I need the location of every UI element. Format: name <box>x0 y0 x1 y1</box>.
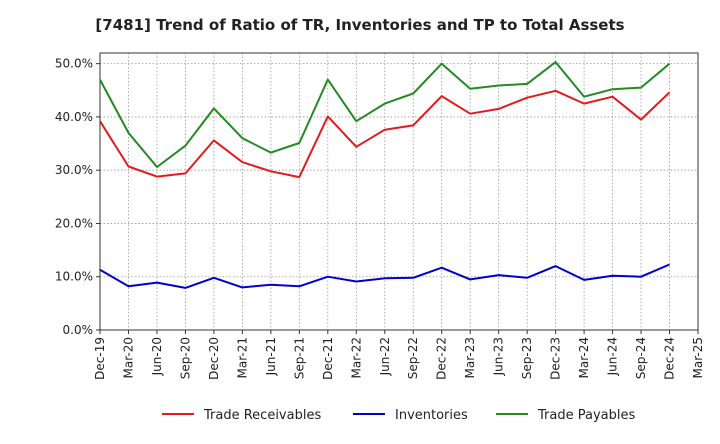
x-tick-label: Dec-21 <box>321 337 335 380</box>
x-tick-label: Mar-23 <box>463 337 477 378</box>
legend-label-3: Trade Payables <box>537 408 635 423</box>
x-tick-label: Dec-23 <box>549 337 563 380</box>
x-tick-label: Sep-23 <box>520 337 534 379</box>
grid-layer <box>99 53 699 331</box>
series-layer <box>99 61 671 289</box>
x-tick-label: Sep-20 <box>178 337 192 379</box>
series-line-2 <box>99 263 670 289</box>
x-tick-label: Dec-22 <box>435 337 449 380</box>
y-tick-label: 20.0% <box>55 216 93 230</box>
series-line-1 <box>99 89 671 179</box>
x-tick-label: Dec-19 <box>93 337 107 380</box>
y-tick-label: 40.0% <box>55 110 93 124</box>
x-tick-label: Mar-21 <box>235 337 249 378</box>
x-tick-label: Mar-20 <box>121 337 135 378</box>
x-tick-label: Dec-24 <box>663 337 677 380</box>
y-tick-label: 50.0% <box>55 57 93 71</box>
x-tick-label: Dec-20 <box>207 337 221 380</box>
plot-frame <box>99 52 699 331</box>
axis-layer: 0.0% 10.0% 20.0% 30.0% 40.0% 50.0% Dec-19 Mar-2… <box>55 52 705 380</box>
x-tick-label: Mar-24 <box>577 337 591 378</box>
x-tick-label: Jun-20 <box>150 337 164 376</box>
x-tick-label: Mar-25 <box>691 337 705 378</box>
x-tick-label: Sep-24 <box>634 337 648 379</box>
x-tick-label: Jun-24 <box>606 337 620 376</box>
chart-title: [7481] Trend of Ratio of TR, Inventories… <box>95 16 624 34</box>
x-tick-label: Sep-22 <box>406 337 420 379</box>
y-tick-label: 0.0% <box>63 323 94 337</box>
legend-label-2: Inventories <box>395 408 468 423</box>
x-tick-label: Jun-22 <box>378 337 392 376</box>
y-tick-label: 10.0% <box>55 270 93 284</box>
x-tick-label: Jun-21 <box>264 337 278 376</box>
x-tick-label: Sep-21 <box>292 337 306 379</box>
x-tick-label: Jun-23 <box>492 337 506 376</box>
series-line-3 <box>99 61 671 168</box>
legend-label-1: Trade Receivables <box>203 408 321 423</box>
y-tick-label: 30.0% <box>55 163 93 177</box>
x-tick-label: Mar-22 <box>349 337 363 378</box>
legend: Trade Receivables Inventories Trade Payabl… <box>162 408 635 423</box>
